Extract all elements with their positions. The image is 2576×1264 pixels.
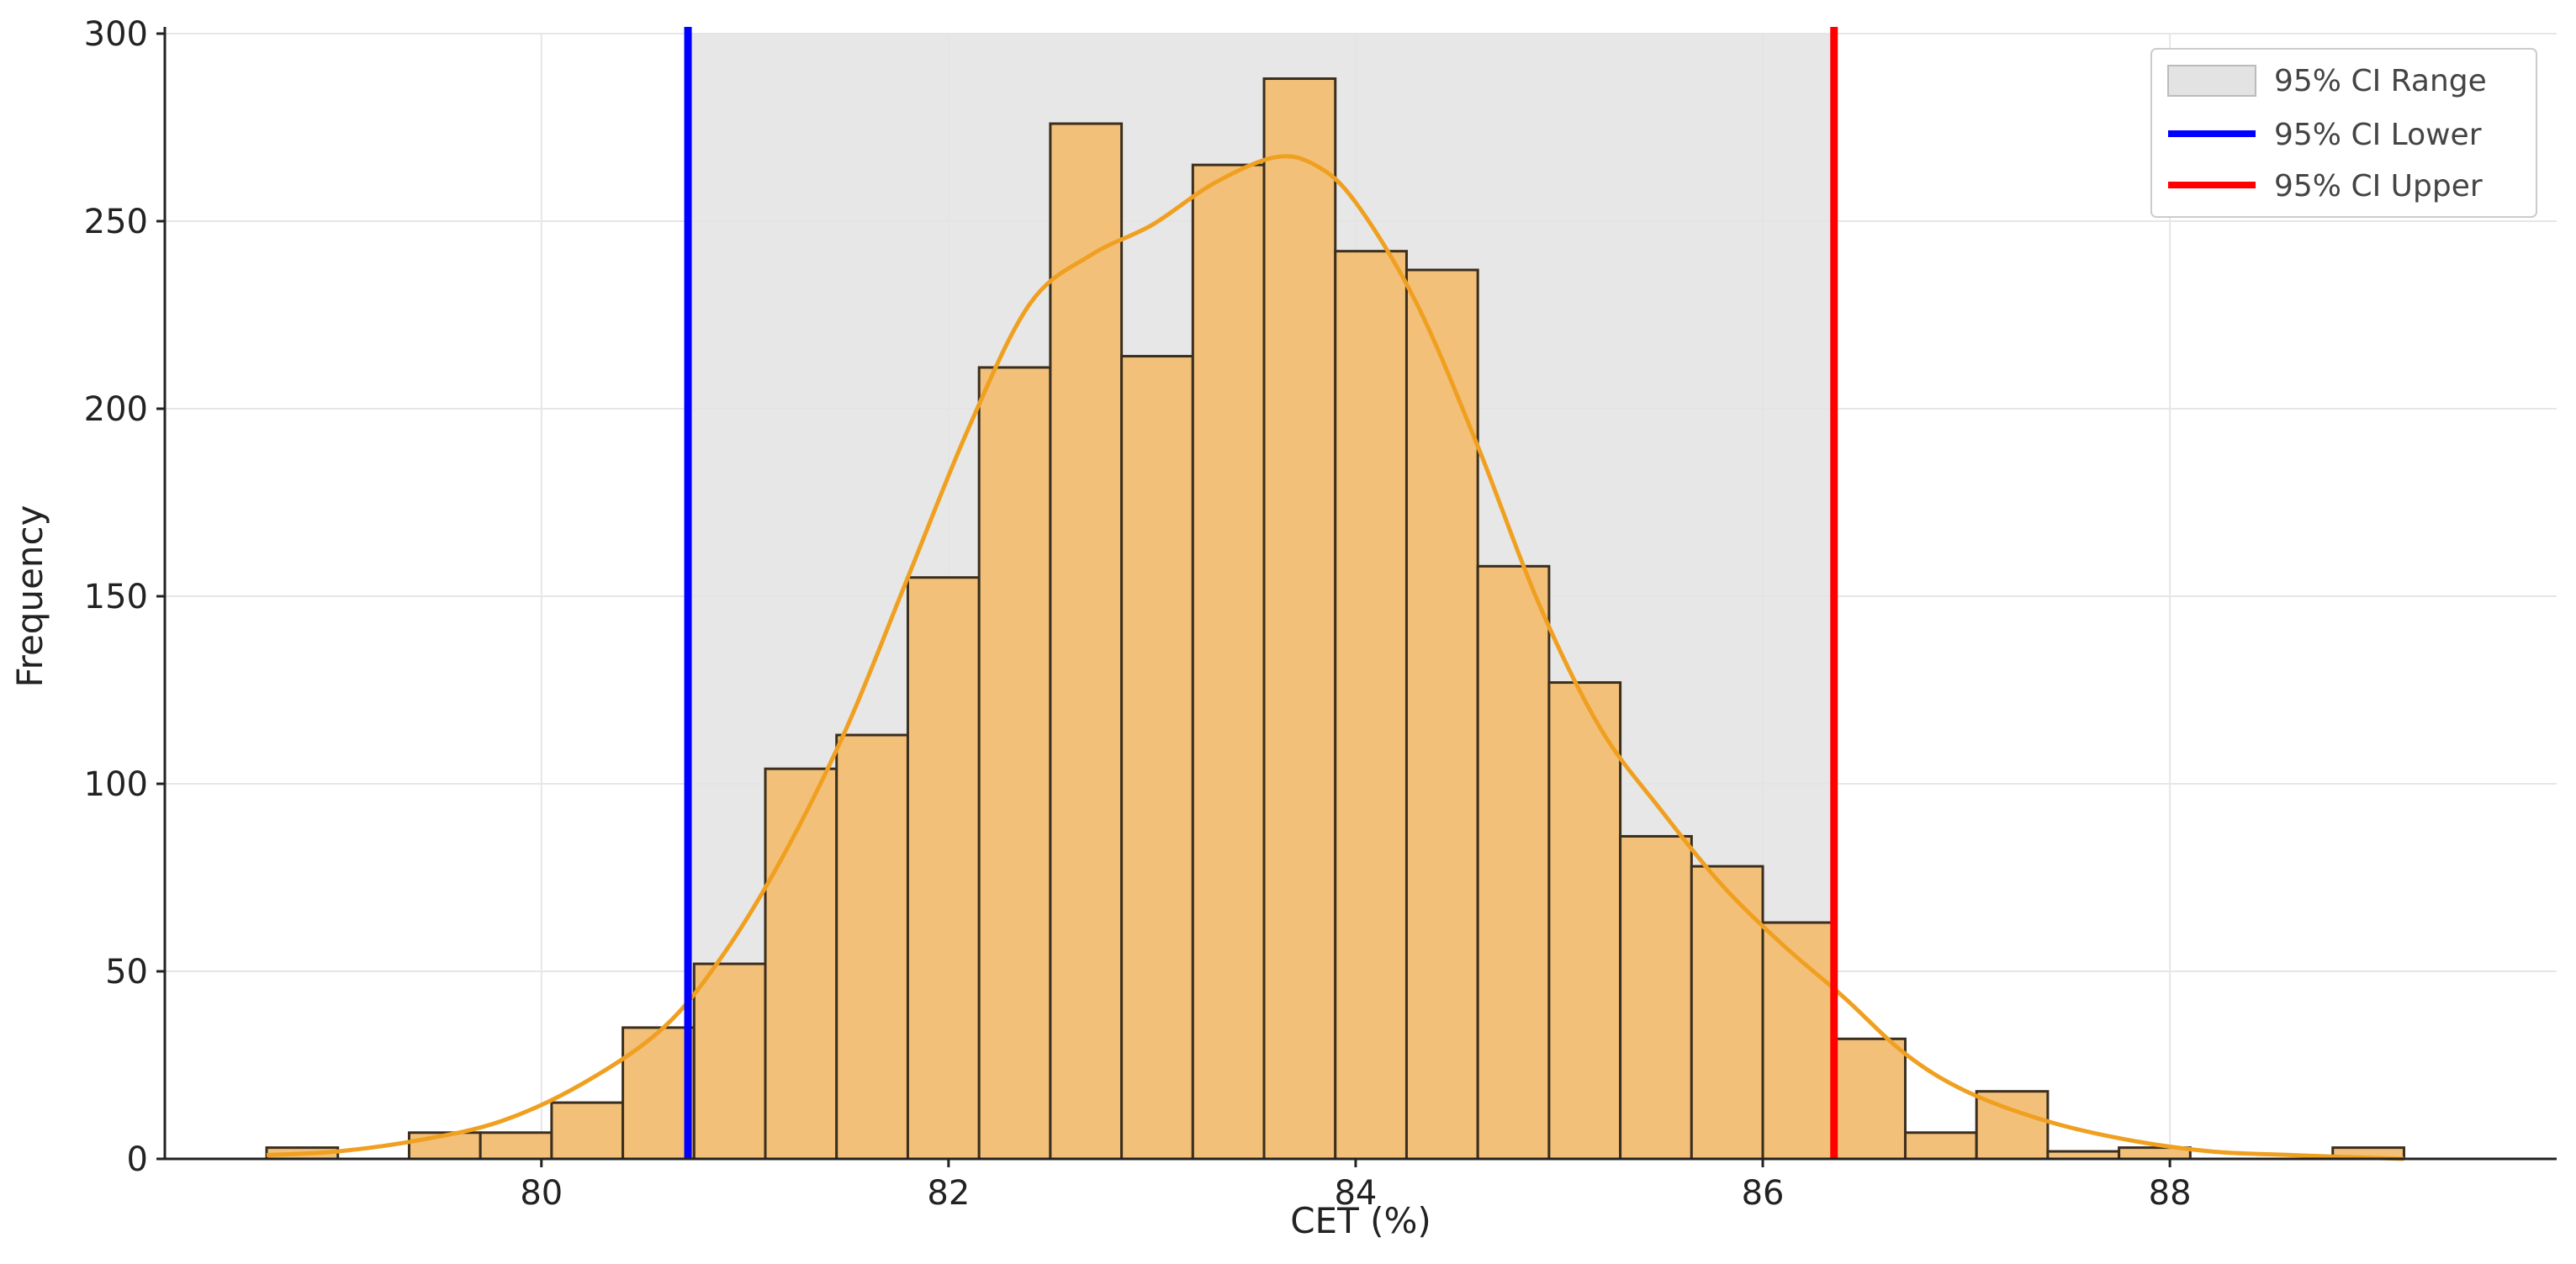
y-tick-label: 0 [127,1140,148,1179]
histogram-bar [550,1101,625,1161]
y-tick-label: 300 [84,15,148,54]
histogram-bar [1404,268,1479,1161]
tick-labels: 80 82 84 86 88 0 50 100 150 200 250 300 [84,15,2192,1213]
x-tick-label: 82 [927,1174,970,1213]
x-tick-label: 80 [520,1174,563,1213]
histogram-bar [1476,564,1551,1161]
x-tick-label: 88 [2149,1174,2192,1213]
x-tick-label: 84 [1334,1174,1377,1213]
legend: 95% CI Range 95% CI Lower 95% CI Upper [2150,48,2537,218]
histogram-bar [1833,1037,1907,1161]
histogram-bar [1903,1131,1978,1161]
ci-lines [684,27,1838,1159]
kde-curve [266,154,2404,1161]
histogram-bar [835,733,909,1161]
legend-label-ci-lower: 95% CI Lower [2274,118,2482,152]
histogram-bar [1761,921,1836,1161]
histogram-bar [1262,77,1337,1161]
legend-swatch-ci-range [2167,65,2256,97]
legend-label-ci-range: 95% CI Range [2274,64,2487,98]
histogram-bar [1120,355,1194,1161]
y-tick-label: 50 [105,953,148,992]
legend-label-ci-upper: 95% CI Upper [2274,169,2483,204]
histogram-bar [1049,122,1124,1161]
y-tick-label: 100 [84,765,148,804]
histogram-bar [1334,250,1408,1161]
histogram-bar [622,1026,696,1161]
histogram-bar [1619,834,1693,1161]
histogram-bar [692,962,767,1161]
histogram-bar [1690,865,1764,1161]
histogram-bar [977,366,1052,1161]
histogram-bar [479,1131,553,1161]
kde-line [266,154,2404,1161]
x-tick-label: 86 [1742,1174,1785,1213]
histogram-bars [265,77,2405,1161]
y-tick-label: 250 [84,203,148,241]
histogram-bar [764,767,838,1161]
x-axis-label: CET (%) [1290,1200,1431,1241]
y-tick-label: 150 [84,578,148,616]
histogram-bar [1547,681,1622,1161]
histogram-bar [906,576,981,1161]
y-axis-label: Frequency [9,505,50,688]
y-tick-label: 200 [84,390,148,429]
histogram-bar [1191,163,1266,1161]
